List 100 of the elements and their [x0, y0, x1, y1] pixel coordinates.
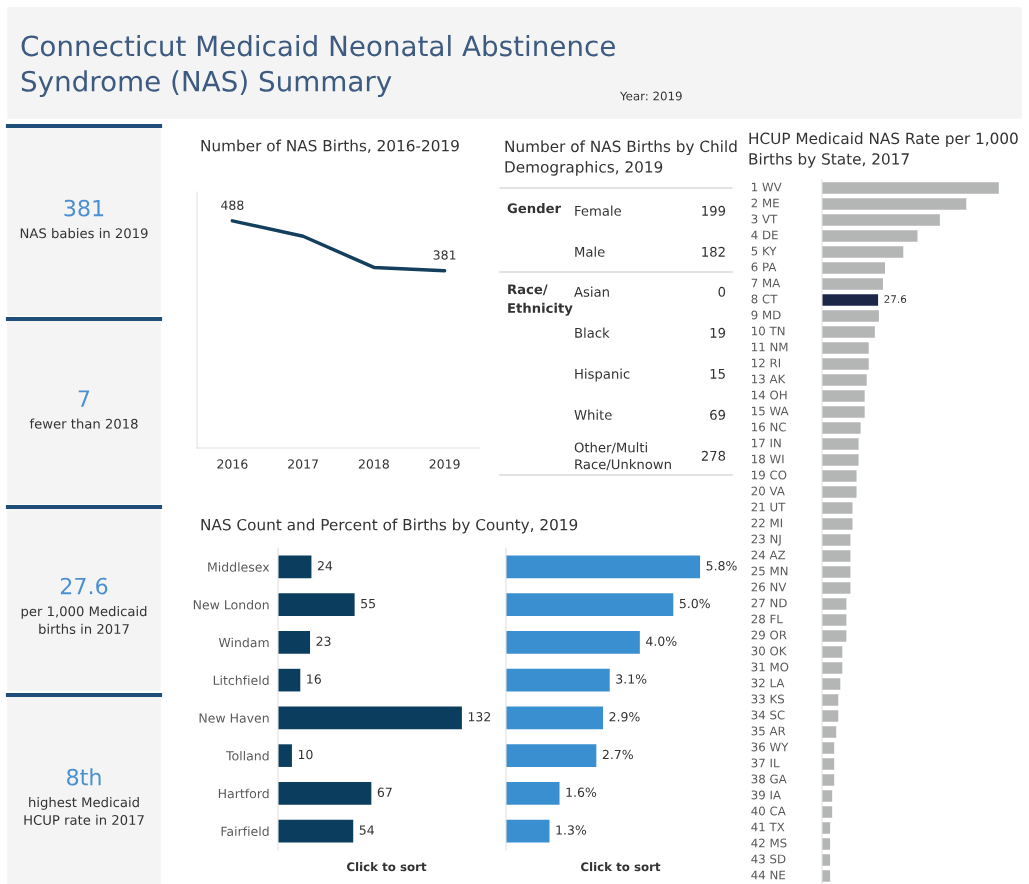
y-tick-label: 16 NC [752, 422, 786, 432]
text: per 1,000 Medicaid births in 2017 [21, 606, 147, 634]
y-tick-label: Litchfield [213, 675, 269, 686]
data-label: 69 [710, 409, 726, 420]
bar [822, 486, 857, 498]
data-label: 19 [710, 327, 726, 338]
y-tick-label: 17 IN [752, 438, 781, 448]
bar [822, 582, 851, 594]
data-label: 381 [433, 250, 456, 260]
y-tick-label: 5 KY [751, 246, 777, 256]
y-tick-label: 1 WV [752, 182, 782, 192]
y-tick-label: Windam [218, 637, 269, 648]
bar [822, 742, 835, 754]
bar [822, 374, 867, 386]
y-tick-label: 39 IA [751, 790, 781, 800]
bar [822, 278, 883, 290]
bar [822, 342, 869, 354]
text: Click to sort [347, 862, 427, 872]
bar [822, 294, 879, 306]
category-label: Black [575, 327, 610, 338]
y-tick-label: 40 CA [751, 806, 786, 816]
data-label: 0 [718, 286, 726, 297]
y-tick-label: 34 SC [751, 710, 785, 720]
bar [822, 774, 835, 786]
x-tick-label: 2018 [358, 459, 389, 469]
bar [822, 422, 861, 434]
text: Click to sort [581, 862, 661, 872]
y-tick-label: Fairfield [221, 826, 269, 837]
text: NAS babies in 2019 [20, 228, 148, 239]
data-label: 132 [468, 712, 491, 722]
data-label: 182 [702, 246, 725, 257]
bar [278, 631, 311, 654]
text: Year: 2019 [619, 91, 682, 101]
y-tick-label: 35 AR [751, 726, 786, 736]
data-label: 3.1% [616, 674, 647, 684]
bar [506, 819, 550, 843]
bar [822, 646, 843, 658]
x-tick-label: 2019 [429, 459, 460, 469]
category-label: Female [575, 205, 621, 216]
bar [822, 550, 851, 562]
bar [822, 806, 833, 818]
bar [822, 694, 839, 706]
text: fewer than 2018 [29, 418, 138, 429]
bar [822, 566, 851, 578]
y-tick-label: 28 FL [751, 614, 783, 624]
y-tick-label: 22 MI [751, 518, 782, 528]
bar [822, 678, 841, 690]
data-label: 4.0% [646, 636, 677, 646]
category-label: Other/Multi Race/Unknown [574, 442, 671, 471]
y-tick-label: 18 WI [752, 454, 784, 464]
y-tick-label: 44 NE [751, 870, 786, 880]
chart-title: HCUP Medicaid NAS Rate per 1,000 Births by State, 2017 [749, 132, 1018, 168]
y-tick-label: 23 NJ [751, 534, 781, 546]
y-tick-label: 32 LA [751, 678, 785, 688]
y-tick-label: 42 MS [751, 838, 787, 848]
data-label: 2.7% [602, 749, 633, 760]
chart-title: Number of NAS Births, 2016-2019 [201, 139, 459, 153]
y-tick-label: Hartford [218, 788, 269, 799]
data-label: 24 [317, 561, 333, 571]
y-tick-label: 2 ME [751, 198, 779, 208]
data-label: 27.6 [884, 295, 907, 304]
text: Connecticut Medicaid Neonatal Abstinence Syndrome (NAS) Summary [21, 34, 615, 98]
y-tick-label: 33 KS [751, 694, 785, 704]
y-tick-label: 3 VT [751, 214, 778, 224]
bar [822, 246, 904, 258]
bar [506, 593, 674, 616]
y-tick-label: 19 CO [752, 470, 787, 480]
y-tick-label: Tolland [226, 750, 269, 761]
y-tick-label: 13 AK [752, 374, 786, 384]
text: highest Medicaid HCUP rate in 2017 [24, 797, 144, 825]
y-tick-label: 27 ND [751, 598, 787, 608]
data-label: 1.3% [556, 825, 587, 835]
y-tick-label: 31 MO [751, 662, 789, 672]
y-tick-label: 30 OK [751, 646, 787, 656]
chart-title: NAS Count and Percent of Births by County, 2019 [201, 518, 578, 534]
text: 27.6 [60, 577, 108, 595]
bar [822, 502, 853, 514]
text: 7 [78, 390, 90, 407]
y-tick-label: 9 MD [751, 310, 781, 320]
bar [822, 518, 853, 530]
y-tick-label: New Haven [199, 713, 269, 723]
data-label: 488 [221, 200, 244, 210]
category-label: Asian [574, 286, 609, 297]
bar [822, 630, 847, 642]
y-tick-label: 12 RI [752, 358, 781, 368]
bar [822, 470, 857, 482]
bar [822, 454, 859, 466]
y-tick-label: Middlesex [208, 562, 270, 572]
text: Gender [507, 203, 562, 214]
bar [506, 631, 640, 654]
bar [822, 614, 847, 626]
bar [278, 782, 372, 805]
bar [506, 555, 701, 579]
bar [822, 534, 851, 546]
data-label: 199 [702, 205, 726, 216]
data-label: 5.0% [679, 598, 710, 609]
bar [822, 790, 833, 802]
data-label: 278 [701, 450, 726, 461]
y-tick-label: 38 GA [751, 774, 787, 784]
y-tick-label: 15 WA [752, 406, 789, 416]
